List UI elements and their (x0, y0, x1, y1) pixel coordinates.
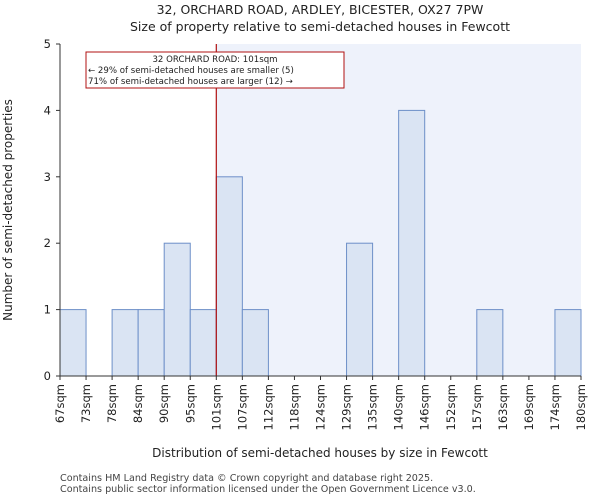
y-tick-label: 0 (44, 369, 51, 383)
bar-95sqm (189, 309, 217, 377)
x-tick-label: 174sqm (548, 384, 562, 430)
bar-157sqm (476, 309, 504, 377)
y-tick-label: 4 (44, 103, 51, 117)
annotation-box: 32 ORCHARD ROAD: 101sqm ← 29% of semi-de… (85, 51, 345, 89)
x-axis-label: Distribution of semi-detached houses by … (152, 446, 488, 460)
x-tick-label: 67sqm (53, 384, 67, 423)
bar-90sqm (163, 242, 191, 377)
x-tick-label: 124sqm (314, 384, 328, 430)
x-tick-label: 146sqm (418, 384, 432, 430)
annotation-line1: 32 ORCHARD ROAD: 101sqm (152, 55, 277, 65)
x-tick-label: 95sqm (183, 384, 197, 423)
x-tick-label: 157sqm (470, 384, 484, 430)
y-tick-label: 1 (44, 303, 51, 317)
x-tick-label: 118sqm (287, 384, 301, 430)
footer: Contains HM Land Registry data © Crown c… (60, 473, 476, 495)
x-tick-label: 129sqm (340, 384, 354, 430)
annotation-line3: 71% of semi-detached houses are larger (… (88, 77, 293, 87)
x-tick-label: 84sqm (131, 384, 145, 423)
x-tick-label: 107sqm (235, 384, 249, 430)
y-axis-label: Number of semi-detached properties (1, 99, 15, 321)
y-tick-label: 2 (44, 236, 51, 250)
bar-107sqm (241, 309, 269, 377)
x-tick-label: 140sqm (392, 384, 406, 430)
footer-line2: Contains public sector information licen… (60, 484, 476, 495)
ticks: 0 1 2 3 4 5 67sqm 73sqm 78sqm 84sqm 90sqm 95sqm 101s… (44, 37, 588, 430)
bar-174sqm (554, 309, 582, 377)
annotation-line2: ← 29% of semi-detached houses are smalle… (88, 66, 294, 76)
y-tick-label: 5 (44, 37, 51, 51)
bar-78sqm (111, 309, 139, 377)
x-tick-label: 169sqm (522, 384, 536, 430)
x-tick-label: 112sqm (261, 384, 275, 430)
x-tick-label: 180sqm (574, 384, 588, 430)
x-tick-label: 135sqm (366, 384, 380, 430)
chart-title: 32, ORCHARD ROAD, ARDLEY, BICESTER, OX27… (157, 2, 484, 17)
x-tick-label: 163sqm (496, 384, 510, 430)
bars (59, 109, 582, 377)
bar-140sqm (398, 109, 426, 377)
chart-subtitle: Size of property relative to semi-detach… (130, 19, 510, 34)
y-tick-label: 3 (44, 170, 51, 184)
x-tick-label: 101sqm (209, 384, 223, 430)
bar-67sqm (59, 309, 87, 377)
bar-129sqm (346, 242, 374, 377)
bar-84sqm (137, 309, 165, 377)
x-tick-label: 90sqm (157, 384, 171, 423)
x-tick-label: 78sqm (105, 384, 119, 423)
x-tick-label: 73sqm (79, 384, 93, 423)
x-tick-label: 152sqm (444, 384, 458, 430)
footer-line1: Contains HM Land Registry data © Crown c… (60, 473, 434, 484)
bar-101sqm (215, 176, 243, 377)
